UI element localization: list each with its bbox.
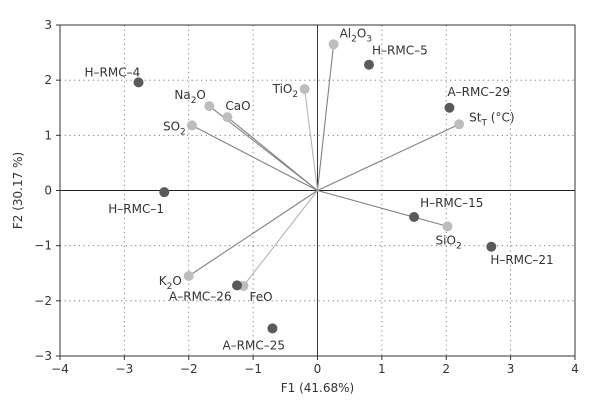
variable-point-stt-c (454, 119, 465, 130)
x-tick-label: 0 (314, 362, 322, 376)
variable-point-so2 (186, 120, 197, 131)
sample-point-h-rmc-21 (486, 241, 497, 252)
sample-point-h-rmc-15 (409, 211, 420, 222)
sample-label: A–RMC–26 (169, 289, 232, 303)
y-tick-label: 1 (44, 128, 52, 142)
sample-label: A–RMC–29 (447, 85, 510, 99)
sample-label: H–RMC–21 (490, 253, 553, 267)
variable-label: CaO (225, 99, 250, 113)
sample-label: H–RMC–4 (85, 65, 141, 79)
variable-label: SiO2 (436, 233, 462, 251)
sample-point-h-rmc-4 (133, 77, 144, 88)
variable-point-tio2 (299, 83, 310, 94)
y-tick-label: −2 (34, 294, 52, 308)
vector-feo (243, 190, 318, 287)
variable-point-al2o3 (328, 39, 339, 50)
point-labels: H–RMC–4 H–RMC–5 A–RMC–29 H–RMC–1 H–RMC–15 H–R… (85, 26, 554, 352)
sample-point-a-rmc-29 (444, 102, 455, 113)
sample-point-a-rmc-25 (267, 323, 278, 334)
sample-point-a-rmc-26 (232, 280, 243, 291)
x-tick-label: 4 (571, 362, 579, 376)
variable-label: Al2O3 (340, 26, 372, 44)
variable-vectors (188, 44, 460, 287)
sample-label: A–RMC–25 (222, 338, 285, 352)
variable-point-sio2 (442, 221, 453, 232)
vector-sio2 (317, 189, 448, 227)
variable-label: StT (°C) (469, 110, 514, 128)
x-tick-label: −2 (180, 362, 198, 376)
plot-frame (59, 24, 576, 357)
y-tick-label: 0 (44, 184, 52, 198)
variable-point-cao (222, 112, 233, 123)
x-tick-label: −3 (116, 362, 134, 376)
vector-al2o3 (316, 44, 335, 191)
x-tick-label: −1 (244, 362, 262, 376)
y-tick-label: −3 (34, 349, 52, 363)
x-tick-label: 2 (442, 362, 450, 376)
x-tick-label: 1 (378, 362, 386, 376)
vector-so2 (191, 124, 318, 191)
variable-point-k2o (183, 271, 194, 282)
y-tick-label: 3 (44, 18, 52, 32)
variable-label: FeO (249, 290, 272, 304)
vector-k2o (188, 190, 318, 277)
variable-label: K2O (159, 274, 182, 292)
x-tick-label: −4 (51, 362, 69, 376)
sample-label: H–RMC–5 (372, 44, 428, 58)
y-tick-label: 2 (44, 73, 52, 87)
sample-point-h-rmc-5 (364, 59, 374, 70)
sample-point-h-rmc-1 (159, 187, 170, 198)
variable-label: TiO2 (272, 82, 298, 100)
sample-label: H–RMC–1 (108, 202, 164, 216)
vector-cao (227, 116, 318, 191)
variable-label: SO2 (163, 119, 186, 137)
x-axis-title: F1 (41.68%) (281, 381, 354, 395)
x-tick-label: 3 (507, 362, 515, 376)
variable-label: Na2O (174, 88, 206, 106)
vector-tio2 (304, 88, 319, 191)
chart-points (133, 39, 497, 334)
vector-stt-c (317, 123, 460, 191)
y-tick-label: −1 (34, 239, 52, 253)
y-axis-title: F2 (30.17 %) (11, 152, 25, 229)
variable-point-na2o (204, 101, 215, 112)
sample-label: H–RMC–15 (420, 196, 483, 210)
